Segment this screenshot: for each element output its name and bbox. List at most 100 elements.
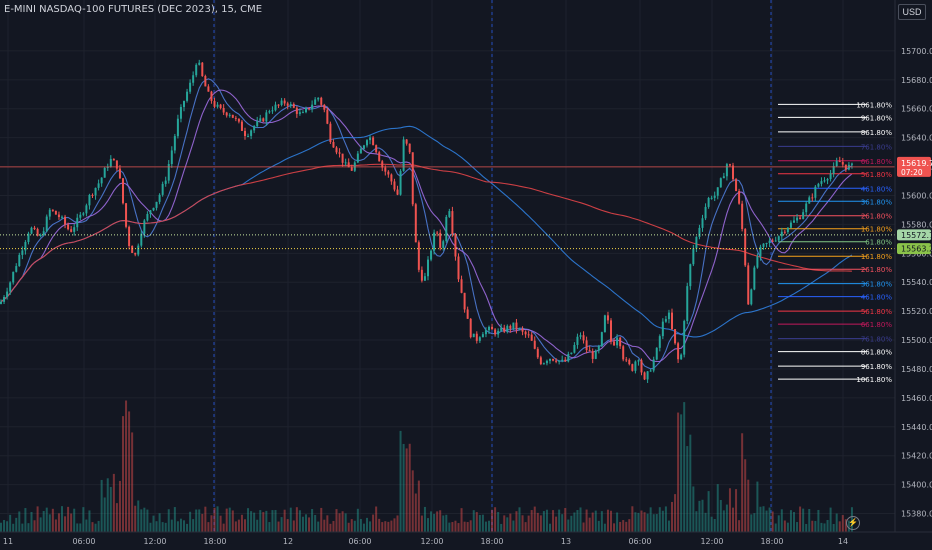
- candle-body: [427, 259, 429, 277]
- candle-body: [530, 334, 533, 341]
- volume-bar: [786, 522, 789, 532]
- candle-body: [683, 320, 686, 355]
- candle-body: [21, 250, 24, 255]
- volume-bar: [329, 523, 332, 532]
- price-tick: 15400.00: [901, 481, 932, 490]
- candle-body: [6, 291, 9, 297]
- candle-body: [344, 162, 347, 164]
- volume-bar: [698, 500, 701, 532]
- volume-bar: [597, 520, 600, 532]
- candle-body: [500, 327, 503, 331]
- lightning-icon[interactable]: ⚡: [846, 516, 860, 530]
- volume-bar: [716, 484, 719, 532]
- candle-body: [164, 180, 167, 184]
- volume-bar: [183, 520, 185, 532]
- candle-body: [625, 359, 628, 361]
- candle-body: [783, 231, 786, 233]
- candle-body: [155, 201, 158, 208]
- candle-body: [390, 174, 393, 182]
- time-tick: 18:00: [760, 537, 783, 546]
- current-price-line: [0, 166, 895, 250]
- volume-bar: [402, 443, 405, 532]
- candle-body: [680, 354, 683, 360]
- candle-body: [472, 333, 475, 338]
- candle-body: [622, 346, 625, 360]
- candle-body: [619, 337, 622, 347]
- candle-body: [594, 350, 597, 359]
- candle-body: [515, 322, 518, 330]
- candle-body: [802, 212, 805, 219]
- candle-body: [323, 104, 326, 110]
- candle-body: [76, 217, 79, 228]
- moving-average-line: [0, 163, 852, 303]
- candle-body: [652, 359, 655, 371]
- volume-bar: [527, 515, 530, 532]
- volume-bar: [735, 489, 738, 532]
- volume-bar: [674, 494, 677, 532]
- volume-bar: [100, 479, 103, 532]
- volume-bar: [640, 510, 643, 532]
- volume-bar: [362, 523, 365, 532]
- volume-bar: [57, 513, 60, 532]
- volume-bar: [533, 506, 536, 532]
- candle-body: [664, 319, 667, 322]
- candle-body: [417, 242, 420, 270]
- fib-label: 961.80%: [861, 114, 892, 122]
- fib-label: 561.80%: [861, 308, 892, 316]
- candle-body: [832, 166, 835, 174]
- volume-bar: [817, 509, 820, 532]
- volume-bar: [689, 434, 692, 532]
- candle-body: [741, 203, 744, 230]
- symbol-title[interactable]: E-MINI NASDAQ-100 FUTURES (DEC 2023), 15…: [4, 4, 263, 15]
- volume-bar: [536, 512, 539, 532]
- volume-bar: [475, 512, 478, 532]
- candle-body: [173, 136, 176, 151]
- volume-bar: [186, 523, 189, 532]
- volume-bar: [481, 514, 484, 532]
- volume-bar: [67, 506, 70, 532]
- price-tick: 15420.00: [901, 452, 932, 461]
- candle-body: [539, 357, 542, 365]
- volume-bar: [802, 508, 805, 532]
- fib-label: 961.80%: [861, 363, 892, 371]
- candle-body: [216, 104, 219, 107]
- candle-body: [54, 210, 57, 215]
- volume-bar: [433, 513, 436, 532]
- candle-body: [375, 145, 378, 153]
- currency-button[interactable]: USD: [898, 4, 926, 20]
- candle-body: [661, 321, 664, 337]
- candle-body: [463, 292, 466, 310]
- volume-bar: [271, 510, 274, 532]
- candle-body: [570, 352, 573, 355]
- candle-body: [15, 266, 18, 272]
- volume-bar: [594, 510, 597, 532]
- volume-bar: [3, 520, 6, 532]
- candle-body: [850, 163, 853, 165]
- candle-body: [350, 167, 353, 171]
- volume-bar: [841, 515, 844, 532]
- volume-bar: [61, 506, 63, 532]
- volume-bar: [613, 523, 616, 532]
- candle-body: [735, 179, 738, 191]
- volume-bar: [814, 520, 817, 532]
- volume-bar: [15, 517, 18, 532]
- volume-bar: [45, 507, 48, 532]
- volume-bar: [695, 511, 698, 532]
- volume-bar: [463, 521, 466, 532]
- volume-bar: [179, 518, 182, 532]
- volume-bar: [793, 512, 795, 532]
- candle-body: [759, 246, 762, 257]
- volume-bar: [686, 446, 689, 532]
- volume-bar: [561, 514, 564, 532]
- candle-body: [646, 371, 649, 380]
- volume-bar: [725, 504, 728, 532]
- volume-bar: [341, 511, 344, 532]
- candle-body: [88, 194, 91, 206]
- volume-bar: [448, 522, 451, 532]
- candle-body: [814, 186, 817, 198]
- candle-body: [588, 350, 591, 352]
- price-tick: 15500.00: [901, 336, 932, 345]
- candle-body: [24, 242, 27, 251]
- volume-bar: [42, 511, 45, 532]
